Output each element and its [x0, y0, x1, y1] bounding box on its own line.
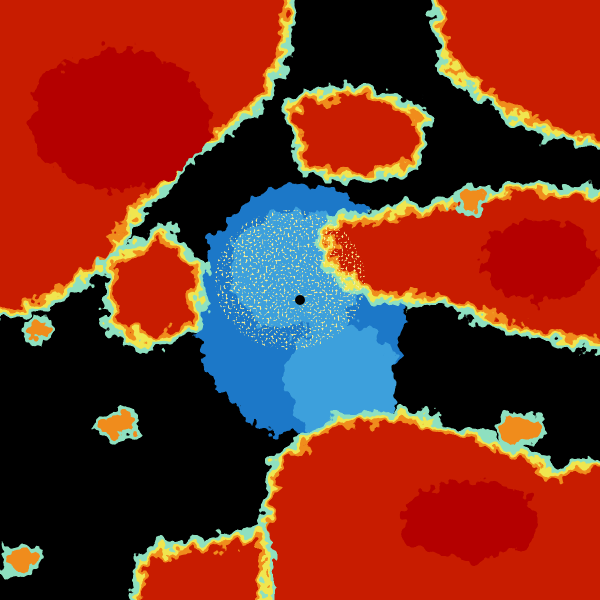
small-echo-2 [500, 418, 540, 442]
storm-north-center-layer-3 [295, 95, 420, 170]
small-echo-1 [28, 322, 52, 338]
storm-west-lobe-layer-3 [115, 240, 195, 340]
core-south [400, 480, 540, 560]
core-east [480, 220, 600, 300]
blue-echo-inner [285, 320, 395, 440]
small-echo-0 [102, 415, 138, 435]
radar-site [295, 295, 305, 305]
core-northwest [30, 50, 210, 190]
center-clutter [215, 210, 365, 350]
storm-northeast-layer-3 [442, 0, 600, 137]
small-echo-4 [6, 550, 34, 570]
center-speckle [215, 210, 365, 350]
storm-southwest-layer-3 [143, 540, 260, 600]
small-echo-3 [456, 190, 484, 210]
